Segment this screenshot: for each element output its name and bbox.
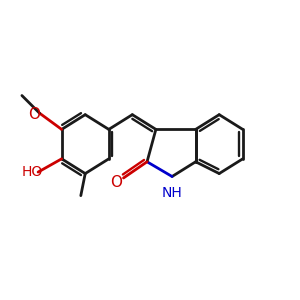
Text: NH: NH [162,186,182,200]
Text: O: O [110,175,122,190]
Text: O: O [28,106,40,122]
Text: HO: HO [22,165,43,179]
